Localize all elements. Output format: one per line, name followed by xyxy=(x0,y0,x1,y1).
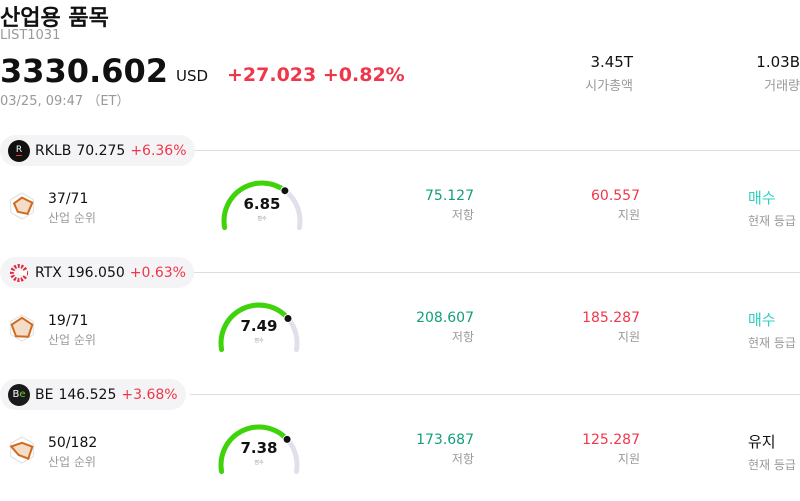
support-value: 185.287 xyxy=(582,310,640,326)
grade-value: 매수 xyxy=(748,311,776,329)
list-code: LIST1031 xyxy=(0,28,61,43)
stock-price: 70.275 xyxy=(76,142,126,159)
stock-change: +0.63% xyxy=(129,264,186,281)
grade-label: 현재 등급 xyxy=(748,336,796,350)
resistance-value: 208.607 xyxy=(416,310,474,326)
resistance-value: 75.127 xyxy=(425,188,474,204)
score-value: 7.38 xyxy=(240,439,278,457)
support-label: 지원 xyxy=(617,452,640,466)
stock-section: R RKLB 70.275 +6.36% 37/71 산업 순위 6.85 점수 … xyxy=(0,135,800,257)
radar-chart-icon xyxy=(8,436,36,468)
stock-price: 196.050 xyxy=(66,264,125,281)
currency: USD xyxy=(176,67,209,85)
stock-change: +3.68% xyxy=(121,386,178,403)
stock-price: 146.525 xyxy=(58,386,117,403)
rtx-logo-icon xyxy=(8,262,30,284)
rank-value: 19/71 xyxy=(48,313,89,329)
score-label: 점수 xyxy=(254,338,264,344)
gauge-fill xyxy=(221,180,288,231)
page-title: 산업용 품목 xyxy=(0,6,109,31)
support-label: 지원 xyxy=(617,208,640,222)
ticker: BE xyxy=(35,386,54,403)
stock-section: RTX 196.050 +0.63% 19/71 산업 순위 7.49 점수 20… xyxy=(0,257,800,379)
rank-value: 37/71 xyxy=(48,191,89,207)
grade-value: 유지 xyxy=(748,433,776,451)
timestamp: 03/25, 09:47 （ET） xyxy=(0,94,130,109)
score-value: 6.85 xyxy=(243,195,281,213)
score-gauge: 6.85 점수 xyxy=(210,175,314,235)
rank-label: 산업 순위 xyxy=(48,211,96,225)
gauge-fill xyxy=(218,424,290,475)
resistance-label: 저항 xyxy=(451,208,474,222)
stock-chip-rtx[interactable]: RTX 196.050 +0.63% xyxy=(0,257,194,288)
grade-label: 현재 등급 xyxy=(748,214,796,228)
support: 125.287 지원 xyxy=(582,432,640,467)
grade-value: 매수 xyxy=(748,189,776,207)
support-value: 125.287 xyxy=(582,432,640,448)
gauge-fill xyxy=(218,302,291,353)
score-label: 점수 xyxy=(254,460,264,466)
volume-value: 1.03B xyxy=(756,53,800,71)
divider xyxy=(190,394,800,395)
score-value: 7.49 xyxy=(240,317,278,335)
support-value: 60.557 xyxy=(591,188,640,204)
radar-chart-icon xyxy=(8,314,36,346)
gauge-marker xyxy=(282,434,292,444)
price-change: +27.023 +0.82% xyxy=(227,64,405,86)
index-price: 3330.602 xyxy=(0,52,169,90)
gauge-marker xyxy=(280,186,290,196)
rank-value: 50/182 xyxy=(48,435,98,451)
ticker: RTX xyxy=(35,264,62,281)
resistance: 173.687 저항 xyxy=(416,432,474,467)
rank-label: 산업 순위 xyxy=(48,333,96,347)
resistance: 75.127 저항 xyxy=(425,188,474,223)
support: 185.287 지원 xyxy=(582,310,640,345)
resistance-value: 173.687 xyxy=(416,432,474,448)
gauge-marker xyxy=(283,314,293,323)
support: 60.557 지원 xyxy=(591,188,640,223)
stock-chip-rklb[interactable]: R RKLB 70.275 +6.36% xyxy=(0,135,195,166)
rocket-lab-logo-icon: R xyxy=(8,139,30,162)
resistance: 208.607 저항 xyxy=(416,310,474,345)
score-label: 점수 xyxy=(257,216,267,222)
change-value: +27.023 xyxy=(227,64,317,86)
market-cap-value: 3.45T xyxy=(590,53,633,71)
rank-label: 산업 순위 xyxy=(48,455,96,469)
resistance-label: 저항 xyxy=(451,452,474,466)
volume-label: 거래량 xyxy=(764,79,800,94)
industry-rank: 19/71 산업 순위 xyxy=(48,313,96,348)
divider xyxy=(190,150,800,151)
support-label: 지원 xyxy=(617,330,640,344)
stock-change: +6.36% xyxy=(130,142,187,159)
radar-chart-icon xyxy=(8,192,36,224)
industry-rank: 37/71 산업 순위 xyxy=(48,191,96,226)
volume: 1.03B 거래량 xyxy=(756,53,800,94)
score-gauge: 7.38 점수 xyxy=(207,419,311,479)
industry-rank: 50/182 산업 순위 xyxy=(48,435,97,470)
market-cap-label: 시가총액 xyxy=(585,79,633,94)
divider xyxy=(190,272,800,273)
grade-label: 현재 등급 xyxy=(748,458,796,472)
ticker: RKLB xyxy=(35,142,72,159)
market-cap: 3.45T 시가총액 xyxy=(585,53,633,94)
score-gauge: 7.49 점수 xyxy=(207,297,311,357)
change-percent: +0.82% xyxy=(322,64,405,86)
resistance-label: 저항 xyxy=(451,330,474,344)
